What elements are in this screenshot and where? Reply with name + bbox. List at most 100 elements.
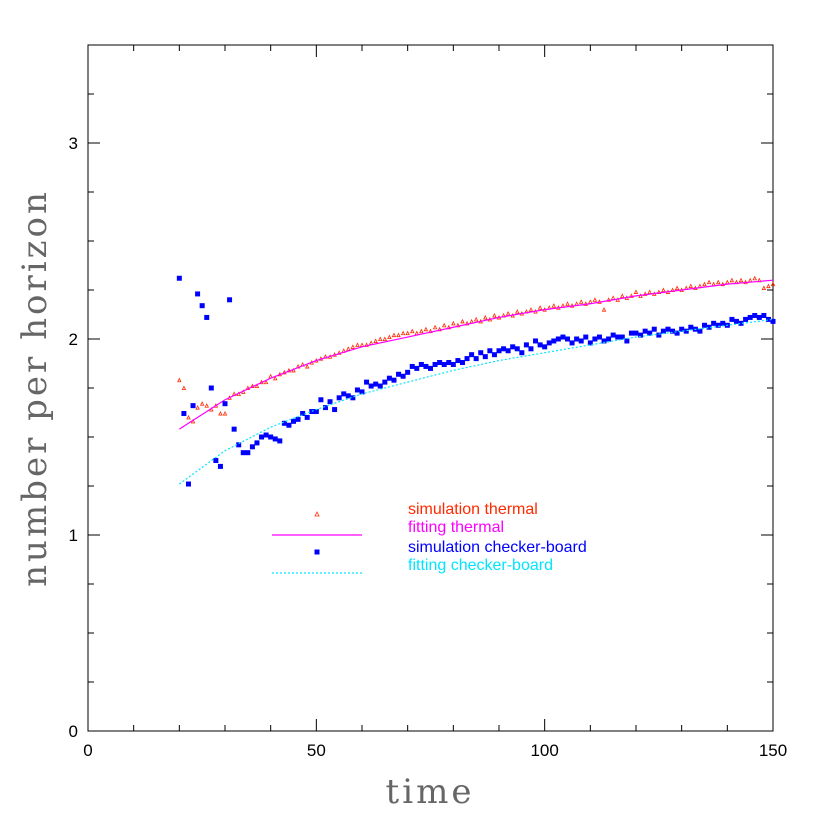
point	[459, 360, 465, 366]
point	[400, 373, 406, 379]
point	[670, 328, 676, 334]
point	[555, 336, 561, 342]
point	[615, 297, 620, 302]
y-tick-label: 2	[69, 330, 78, 349]
point	[665, 326, 671, 332]
point	[450, 361, 456, 367]
point	[272, 436, 278, 442]
point	[620, 293, 625, 298]
point	[204, 314, 210, 320]
y-tick-label: 0	[69, 722, 78, 741]
point	[491, 352, 497, 358]
y-tick-label: 1	[69, 526, 78, 545]
point	[455, 322, 461, 328]
point	[765, 316, 771, 322]
point	[377, 383, 383, 389]
point	[738, 320, 744, 326]
point	[291, 418, 296, 424]
point	[231, 426, 237, 432]
point	[601, 307, 607, 312]
point	[702, 322, 707, 328]
x-tick-label: 100	[530, 741, 558, 760]
point	[729, 277, 735, 283]
point	[606, 297, 611, 302]
point	[697, 328, 703, 334]
point	[747, 314, 753, 320]
point	[446, 324, 452, 330]
point	[674, 330, 680, 336]
point	[510, 344, 516, 350]
point	[400, 330, 406, 336]
point	[195, 405, 200, 410]
point	[537, 342, 543, 348]
point	[770, 281, 776, 287]
point	[679, 326, 685, 332]
point	[304, 363, 310, 369]
point	[396, 371, 402, 377]
point	[756, 314, 762, 320]
point	[208, 385, 214, 391]
point	[428, 328, 433, 334]
point	[346, 346, 351, 351]
point	[222, 410, 228, 416]
point	[359, 389, 365, 395]
point	[341, 391, 347, 397]
point	[628, 330, 634, 336]
point	[455, 358, 461, 364]
point	[313, 409, 319, 415]
point	[683, 328, 689, 334]
point	[387, 334, 392, 340]
point	[514, 346, 520, 352]
point	[656, 332, 662, 338]
point	[743, 316, 749, 322]
point	[451, 320, 456, 326]
point	[725, 279, 730, 285]
point	[236, 442, 242, 448]
point	[761, 312, 767, 318]
point	[587, 340, 593, 346]
point	[437, 326, 442, 332]
point	[688, 324, 694, 330]
point	[656, 289, 662, 294]
point	[501, 346, 507, 352]
point	[706, 279, 712, 285]
point	[633, 289, 639, 294]
point	[409, 328, 415, 334]
point	[542, 344, 548, 350]
point	[382, 379, 388, 385]
legend-symbol	[314, 549, 320, 555]
point	[702, 281, 707, 287]
point	[199, 303, 205, 309]
point	[437, 360, 443, 366]
point	[752, 275, 757, 281]
point	[615, 334, 621, 340]
point	[460, 318, 465, 324]
point	[259, 434, 265, 440]
point	[533, 338, 539, 344]
point	[354, 387, 360, 393]
point	[240, 450, 246, 456]
point	[766, 283, 771, 289]
point	[551, 338, 557, 344]
point	[199, 401, 205, 406]
point	[642, 291, 648, 296]
point	[318, 397, 324, 403]
point	[761, 285, 767, 291]
point	[176, 275, 182, 281]
point	[660, 328, 666, 334]
point	[304, 414, 310, 420]
point	[350, 395, 356, 401]
point	[588, 299, 593, 304]
point	[688, 283, 694, 289]
x-tick-label: 50	[307, 741, 326, 760]
point	[423, 363, 429, 369]
point	[441, 361, 447, 367]
x-axis-label: time	[386, 772, 475, 812]
point	[281, 420, 287, 426]
point	[322, 405, 328, 411]
point	[551, 303, 557, 308]
point	[263, 379, 269, 385]
point	[405, 330, 410, 336]
point	[496, 348, 502, 354]
point	[565, 336, 570, 342]
